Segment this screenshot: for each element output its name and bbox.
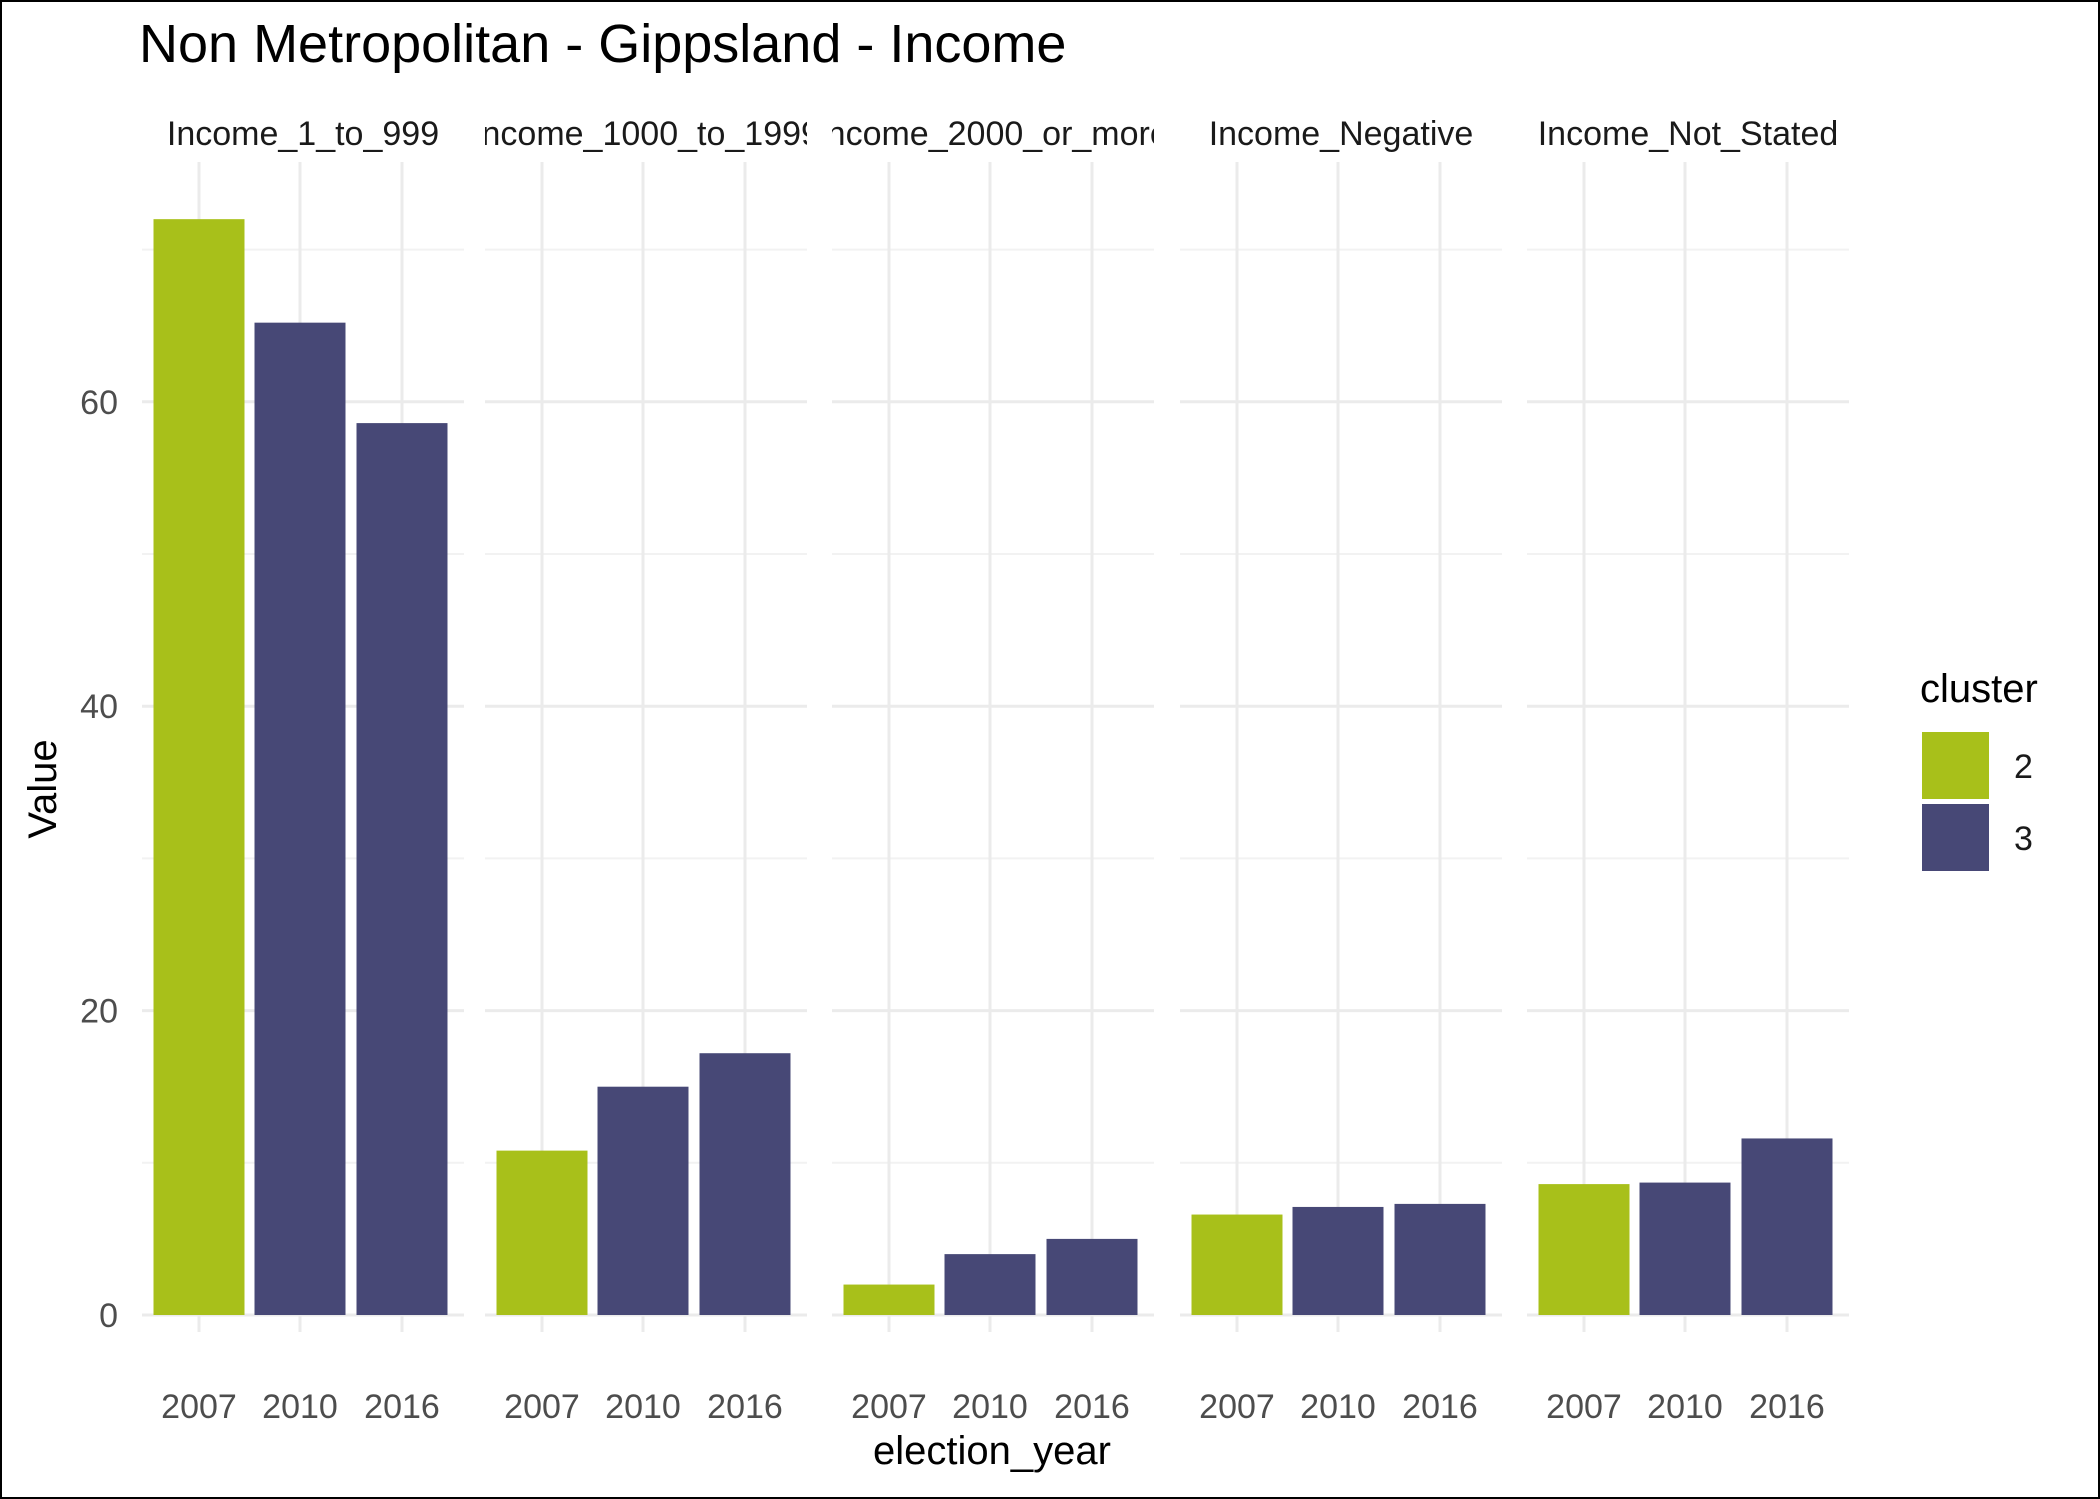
x-tick-label: 2016	[707, 1388, 783, 1426]
bar	[1046, 1238, 1138, 1315]
facet-panel: Income_1000_to_1999 2007 2010 2016	[472, 115, 820, 1426]
bar	[843, 1284, 935, 1315]
bar	[496, 1150, 588, 1315]
x-axis-title: election_year	[873, 1429, 1111, 1473]
bar	[254, 322, 346, 1315]
x-tick-label: 2010	[1300, 1388, 1376, 1426]
bar	[153, 219, 245, 1315]
legend-label: 3	[2014, 820, 2033, 858]
facet-strip-label: Income_1000_to_1999	[472, 115, 820, 153]
facet-panel: Income_Negative 2007 2010 2016	[1180, 115, 1502, 1426]
x-tick-label: 2007	[1199, 1388, 1275, 1426]
legend: cluster 2 3	[1920, 667, 2038, 871]
y-tick-label: 40	[80, 688, 118, 726]
x-tick-label: 2016	[364, 1388, 440, 1426]
x-tick-label: 2016	[1054, 1388, 1130, 1426]
x-tick-label: 2007	[1546, 1388, 1622, 1426]
bar	[1741, 1138, 1833, 1315]
legend-label: 2	[2014, 748, 2033, 786]
facet-strip-label: Income_Negative	[1209, 115, 1474, 153]
bar	[699, 1053, 791, 1315]
bar	[1292, 1206, 1384, 1315]
facet-panel: Income_1_to_999 2007 2010 2016	[142, 115, 464, 1426]
x-tick-label: 2010	[605, 1388, 681, 1426]
chart-title: Non Metropolitan - Gippsland - Income	[139, 14, 1066, 74]
y-tick-label: 0	[99, 1297, 118, 1335]
bar	[1639, 1182, 1731, 1315]
bar	[1394, 1203, 1486, 1315]
x-tick-label: 2016	[1749, 1388, 1825, 1426]
x-tick-label: 2010	[952, 1388, 1028, 1426]
x-tick-label: 2010	[262, 1388, 338, 1426]
bar	[1538, 1184, 1630, 1315]
bar	[356, 423, 448, 1315]
x-tick-label: 2007	[851, 1388, 927, 1426]
bar	[1191, 1214, 1283, 1315]
x-tick-label: 2010	[1647, 1388, 1723, 1426]
x-tick-label: 2007	[161, 1388, 237, 1426]
facet-strip-label: Income_Not_Stated	[1538, 115, 1839, 153]
legend-key	[1922, 732, 1989, 799]
facet-panel: Income_2000_or_more 2007 2010 2016	[817, 115, 1169, 1426]
y-tick-label: 20	[80, 993, 118, 1031]
x-tick-label: 2007	[504, 1388, 580, 1426]
facet-strip-label: Income_1_to_999	[167, 115, 439, 153]
facet-panel: Income_Not_Stated 2007 2010 2016	[1527, 115, 1849, 1426]
y-axis: 0 20 40 60	[80, 384, 118, 1335]
x-tick-label: 2016	[1402, 1388, 1478, 1426]
y-axis-title: Value	[21, 739, 65, 838]
legend-title: cluster	[1920, 667, 2038, 711]
bar	[597, 1086, 689, 1315]
facet-strip-label: Income_2000_or_more	[817, 115, 1169, 153]
bar	[944, 1254, 1036, 1315]
legend-key	[1922, 804, 1989, 871]
y-tick-label: 60	[80, 384, 118, 422]
